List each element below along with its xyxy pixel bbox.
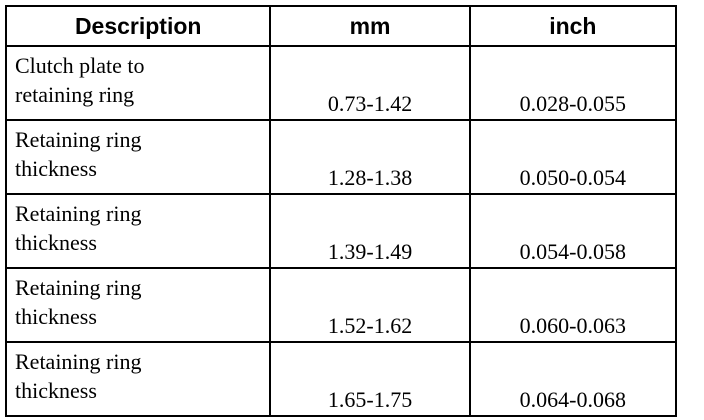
description-cell: Clutch plate to retaining ring	[4, 45, 272, 121]
description-cell: Retaining ring thickness	[4, 119, 272, 195]
mm-cell: 1.28-1.38	[269, 119, 471, 195]
description-line: thickness	[15, 156, 97, 181]
inch-cell: 0.054-0.058	[468, 193, 678, 269]
table-row: Clutch plate to retaining ring 0.73-1.42 0.…	[4, 45, 678, 121]
description-line: thickness	[15, 230, 97, 255]
inch-cell: 0.060-0.063	[468, 267, 678, 343]
table-body: Clutch plate to retaining ring 0.73-1.42 0.…	[4, 45, 678, 417]
description-line: Retaining ring	[15, 201, 142, 226]
description-line: Retaining ring	[15, 127, 142, 152]
table-row: Retaining ring thickness 1.65-1.75 0.064-0.…	[4, 341, 678, 417]
mm-cell: 1.52-1.62	[269, 267, 471, 343]
column-header: mm	[269, 5, 471, 47]
inch-cell: 0.028-0.055	[468, 45, 678, 121]
column-header: inch	[468, 5, 678, 47]
inch-cell: 0.064-0.068	[468, 341, 678, 417]
mm-cell: 0.73-1.42	[269, 45, 471, 121]
description-line: retaining ring	[15, 82, 135, 107]
description-cell: Retaining ring thickness	[4, 267, 272, 343]
inch-cell: 0.050-0.054	[468, 119, 678, 195]
table-row: Retaining ring thickness 1.52-1.62 0.060-0.…	[4, 267, 678, 343]
description-line: Clutch plate to	[15, 53, 145, 78]
description-cell: Retaining ring thickness	[4, 341, 272, 417]
table-row: Retaining ring thickness 1.39-1.49 0.054-0.…	[4, 193, 678, 269]
mm-cell: 1.39-1.49	[269, 193, 471, 269]
description-line: thickness	[15, 304, 97, 329]
description-cell: Retaining ring thickness	[4, 193, 272, 269]
description-line: Retaining ring	[15, 349, 142, 374]
description-line: Retaining ring	[15, 275, 142, 300]
mm-cell: 1.65-1.75	[269, 341, 471, 417]
header-row: Description mm inch	[4, 5, 678, 47]
spec-table: Description mm inch Clutch plate to retaini…	[4, 5, 678, 417]
description-line: thickness	[15, 378, 97, 403]
table-row: Retaining ring thickness 1.28-1.38 0.050-0.…	[4, 119, 678, 195]
column-header: Description	[4, 5, 272, 47]
